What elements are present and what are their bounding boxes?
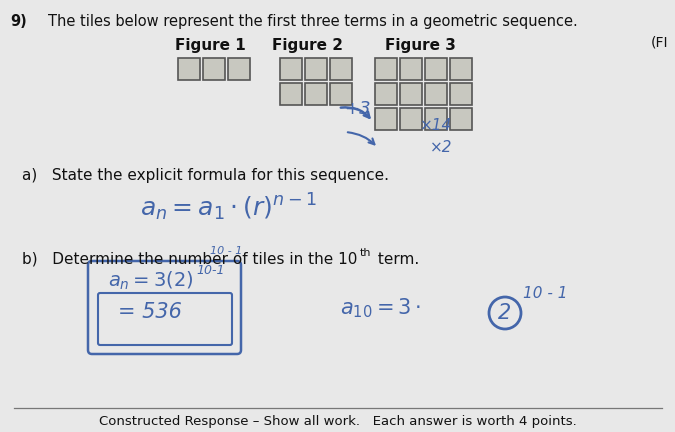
Bar [203, 58, 225, 80]
Text: term.: term. [373, 252, 419, 267]
Text: ×14: ×14 [420, 118, 452, 133]
Text: +3: +3 [344, 100, 371, 118]
Bar [305, 83, 327, 105]
Bar [228, 58, 250, 80]
Bar [178, 58, 200, 80]
Bar [280, 83, 302, 105]
Text: ×2: ×2 [430, 140, 452, 155]
Bar [330, 83, 352, 105]
Text: 2: 2 [498, 303, 512, 323]
Text: th: th [360, 248, 371, 258]
Text: Constructed Response – Show all work.   Each answer is worth 4 points.: Constructed Response – Show all work. Ea… [99, 415, 577, 428]
Text: a)   State the explicit formula for this sequence.: a) State the explicit formula for this s… [22, 168, 389, 183]
Text: $a_{10} = 3 \cdot$: $a_{10} = 3 \cdot$ [340, 296, 421, 320]
Bar [375, 83, 397, 105]
Bar [400, 58, 422, 80]
Bar [400, 83, 422, 105]
Text: (FI: (FI [651, 35, 668, 49]
Text: b)   Determine the number of tiles in the 10: b) Determine the number of tiles in the … [22, 252, 357, 267]
Bar [450, 58, 472, 80]
Bar [450, 108, 472, 130]
Bar [425, 58, 447, 80]
Text: 9): 9) [10, 14, 27, 29]
Text: Figure 1: Figure 1 [175, 38, 246, 53]
Bar [330, 58, 352, 80]
Text: = 536: = 536 [118, 302, 182, 322]
Text: 10 - 1: 10 - 1 [523, 286, 568, 301]
Text: 10-1: 10-1 [196, 264, 225, 277]
Text: $a_n = 3(2)$: $a_n = 3(2)$ [108, 270, 194, 292]
Bar [280, 58, 302, 80]
Text: Figure 3: Figure 3 [385, 38, 456, 53]
Bar [305, 58, 327, 80]
Bar [425, 108, 447, 130]
Text: $a_n = a_1 \cdot (r)^{n-1}$: $a_n = a_1 \cdot (r)^{n-1}$ [140, 192, 317, 223]
Bar [375, 108, 397, 130]
Text: Figure 2: Figure 2 [273, 38, 344, 53]
Bar [400, 108, 422, 130]
Text: The tiles below represent the first three terms in a geometric sequence.: The tiles below represent the first thre… [48, 14, 578, 29]
Bar [450, 83, 472, 105]
Bar [375, 58, 397, 80]
Bar [425, 83, 447, 105]
Text: 10 - 1: 10 - 1 [210, 246, 242, 256]
